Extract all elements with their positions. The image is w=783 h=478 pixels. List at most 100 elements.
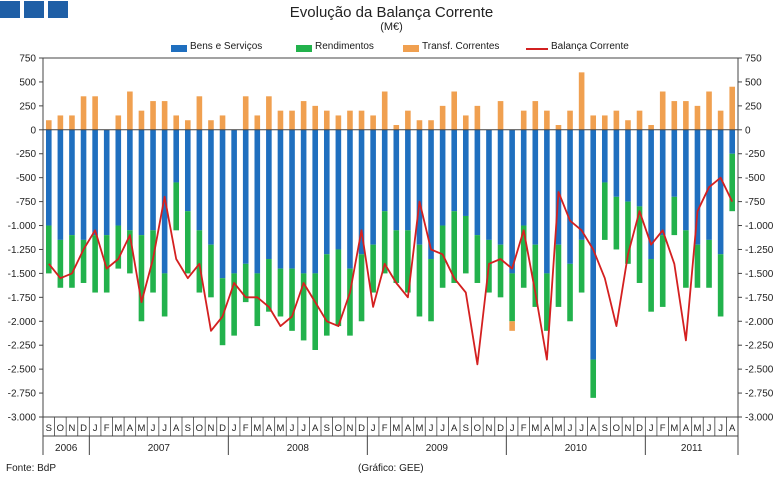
bar-transfers (277, 110, 284, 130)
bar-goods-services (451, 129, 458, 212)
bar-income (694, 244, 701, 288)
month-label: A (312, 423, 319, 434)
legend-label-goods-services: Bens e Serviços (190, 41, 263, 52)
bar-transfers (706, 91, 712, 130)
month-label: J (568, 423, 573, 434)
bar-goods-services (683, 129, 689, 231)
bar-goods-services (92, 129, 98, 236)
month-label: S (463, 423, 469, 434)
month-label: F (382, 423, 388, 434)
bar-goods-services (335, 129, 342, 250)
month-label: M (531, 423, 539, 434)
bar-goods-services (717, 129, 724, 255)
bar-goods-services (486, 129, 492, 240)
month-label: D (219, 423, 226, 434)
month-label: M (693, 423, 701, 434)
bar-goods-services (370, 129, 376, 245)
month-label: O (474, 423, 481, 434)
bar-goods-services (242, 129, 249, 264)
y-tick-label-left: -2.500 (8, 365, 37, 376)
bar-goods-services (520, 129, 527, 226)
legend-swatch-transfers (403, 45, 419, 52)
bar-transfers (312, 105, 319, 130)
brand-logo-block-1 (0, 1, 20, 18)
y-tick-label-left: -500 (16, 173, 36, 184)
year-label: 2011 (681, 443, 703, 454)
month-label: J (93, 423, 98, 434)
month-label: M (415, 423, 423, 434)
legend-label-income: Rendimentos (315, 41, 374, 52)
bar-transfers (266, 96, 272, 130)
bar-transfers (173, 115, 180, 130)
bar-transfers (520, 110, 527, 130)
bar-income (474, 235, 481, 283)
bar-transfers (300, 101, 307, 130)
bar-goods-services (57, 129, 64, 240)
bar-income (254, 273, 261, 327)
bar-transfers (335, 115, 342, 130)
month-label: N (486, 423, 493, 434)
month-label: A (729, 423, 736, 434)
y-tick-label-left: -1.250 (8, 245, 37, 256)
y-tick-label-left: -1.000 (8, 221, 37, 232)
bar-income (381, 211, 388, 274)
line-current-account-balance (48, 176, 734, 366)
month-label: A (127, 423, 134, 434)
y-tick-label-right: -2.000 (745, 317, 774, 328)
y-tick-label-right: 250 (745, 101, 762, 112)
bar-income (683, 230, 689, 288)
bar-transfers (127, 91, 133, 130)
bar-transfers (347, 110, 353, 130)
month-label: A (451, 423, 458, 434)
brand-logo-block-2 (24, 1, 44, 18)
y-tick-label-left: 250 (19, 101, 36, 112)
y-tick-label-right: -2.500 (745, 365, 774, 376)
y-tick-label-right: 0 (745, 125, 751, 136)
bar-goods-services (289, 129, 295, 269)
month-label: J (707, 423, 712, 434)
chart-title: Evolução da Balança Corrente (289, 4, 494, 21)
bar-goods-services (127, 129, 133, 231)
bar-income (358, 254, 365, 322)
bar-income (520, 225, 527, 288)
month-label: A (405, 423, 412, 434)
y-tick-label-right: 500 (745, 77, 762, 88)
bar-income (370, 244, 376, 293)
bar-income (648, 259, 654, 312)
month-label: N (69, 423, 76, 434)
bar-transfers (683, 101, 689, 130)
bar-goods-services (648, 129, 654, 260)
bar-transfers (451, 91, 458, 130)
month-label: N (208, 423, 215, 434)
bar-income (80, 239, 87, 283)
bar-income (509, 273, 515, 322)
bar-transfers (578, 72, 585, 130)
bar-goods-services (231, 129, 237, 274)
month-label: D (636, 423, 643, 434)
month-label: F (243, 423, 249, 434)
bar-income (335, 249, 342, 327)
y-tick-label-right: -2.250 (745, 341, 774, 352)
year-label: 2006 (55, 443, 78, 454)
month-label: J (510, 423, 515, 434)
month-label: M (670, 423, 678, 434)
bar-transfers (544, 110, 550, 130)
bar-income (659, 235, 666, 307)
y-tick-label-left: -250 (16, 149, 36, 160)
bar-goods-services (381, 129, 388, 212)
bar-goods-services (173, 129, 180, 183)
bar-goods-services (544, 129, 550, 274)
bar-goods-services (567, 129, 573, 264)
bar-goods-services (636, 129, 643, 207)
bar-goods-services (277, 129, 284, 269)
plot-frame (42, 57, 739, 418)
bar-income (497, 244, 504, 298)
bar-transfers (57, 115, 64, 130)
bar-transfers (532, 101, 539, 130)
bar-goods-services (69, 129, 75, 236)
bar-transfers (439, 105, 446, 130)
bar-goods-services (659, 129, 666, 236)
month-label: M (276, 423, 284, 434)
bar-goods-services (103, 129, 110, 236)
bar-income (300, 273, 307, 341)
